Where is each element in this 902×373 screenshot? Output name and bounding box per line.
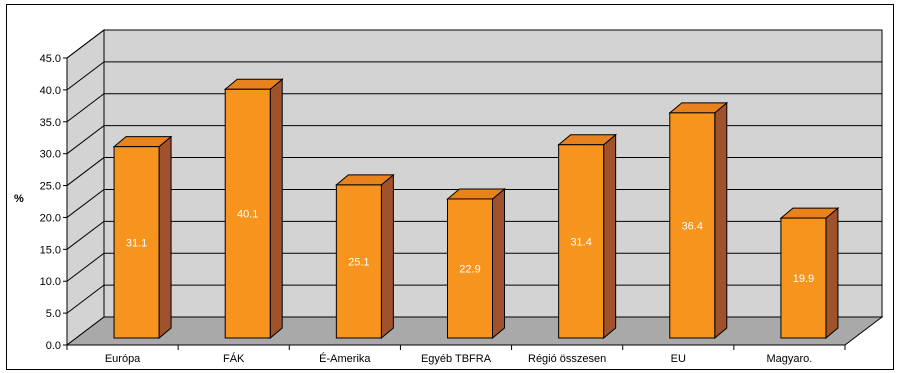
- gridline: [66, 157, 882, 186]
- gridline: [66, 188, 882, 218]
- bar: [669, 112, 716, 339]
- bar-side: [492, 187, 505, 340]
- bar-side: [714, 101, 728, 340]
- y-tick-label: 45.0: [40, 53, 61, 65]
- bar: [224, 88, 271, 339]
- x-category-label: Európa: [105, 353, 141, 365]
- x-category-label: Egyéb TBFRA: [421, 353, 492, 365]
- gridline: [66, 284, 882, 314]
- x-category-label: FÁK: [223, 352, 245, 365]
- bar-value-label: 40.1: [237, 209, 258, 221]
- gridline: [66, 220, 882, 250]
- bar: [113, 146, 160, 339]
- bar: [558, 144, 605, 339]
- y-tick-label: 40.0: [40, 85, 61, 97]
- y-tick-label: 15.0: [40, 244, 61, 256]
- bar-side: [603, 133, 617, 340]
- y-tick-label: 20.0: [40, 212, 61, 224]
- y-tick-label: 30.0: [40, 149, 61, 161]
- bar-value-label: 36.4: [682, 220, 703, 232]
- bar: [335, 184, 382, 339]
- bar-value-label: 22.9: [459, 263, 480, 275]
- bar-side: [380, 173, 394, 340]
- gridline: [66, 29, 882, 59]
- chart-side-wall: [66, 28, 105, 347]
- bar-value-label: 31.1: [126, 237, 147, 249]
- gridline: [66, 93, 882, 123]
- x-category-label: Régió összesen: [528, 353, 606, 365]
- y-tick-label: 35.0: [40, 117, 61, 129]
- x-category-label: É-Amerika: [319, 352, 371, 365]
- bar-value-label: 31.4: [570, 236, 591, 248]
- x-category-label: Magyaro.: [766, 353, 812, 365]
- bar-value-label: 19.9: [793, 273, 814, 285]
- y-tick-label: 5.0: [46, 308, 61, 320]
- bar: [780, 217, 827, 339]
- y-tick-label: 25.0: [40, 181, 61, 193]
- gridline: [66, 61, 882, 91]
- y-axis-label: %: [14, 193, 24, 205]
- bar-side: [158, 135, 172, 340]
- bar-side: [269, 78, 283, 340]
- y-tick-label: 0.0: [46, 340, 61, 352]
- gridline: [66, 125, 882, 155]
- bar-value-label: 25.1: [348, 256, 369, 268]
- x-category-label: EU: [671, 353, 686, 365]
- gridline: [66, 252, 882, 282]
- bar-side: [825, 207, 839, 340]
- bar: [447, 198, 493, 339]
- y-tick-label: 10.0: [40, 276, 61, 288]
